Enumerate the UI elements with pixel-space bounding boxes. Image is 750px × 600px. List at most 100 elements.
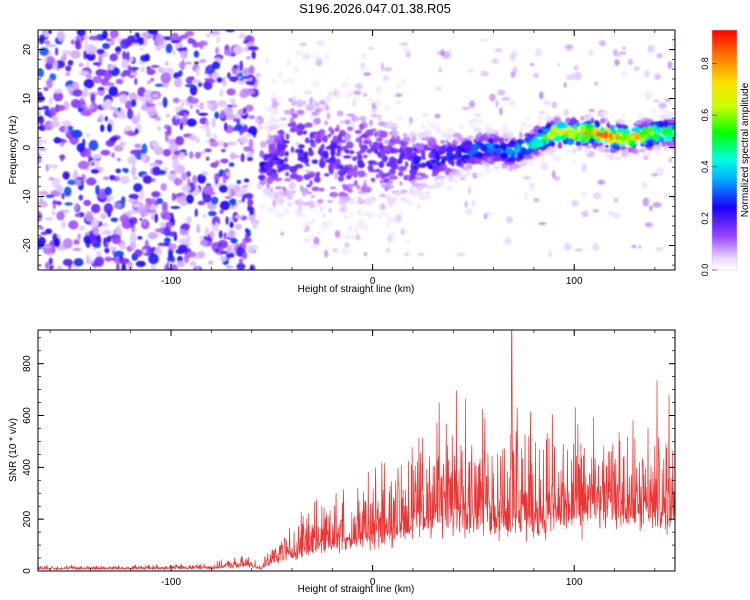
spectrogram-cell: [448, 171, 454, 179]
spectrogram-cell: [105, 85, 109, 92]
spectrogram-cell: [334, 230, 341, 238]
spectrogram-cell: [617, 128, 625, 134]
spectrogram-cell: [237, 199, 243, 203]
spectrogram-cell: [571, 199, 579, 207]
spectrogram-cell: [176, 260, 185, 268]
spectrogram-cell: [318, 148, 323, 155]
spectrogram-cell: [664, 146, 670, 152]
spectrogram-cell: [162, 148, 172, 157]
spectrogram-cell: [382, 145, 392, 154]
spectrogram-cell: [287, 122, 295, 128]
spectrogram-cell: [531, 143, 539, 149]
spectrogram-cell: [581, 163, 588, 173]
spectrogram-cell: [109, 30, 119, 39]
spectrogram-cell: [478, 142, 484, 148]
spectrogram-cell: [104, 82, 115, 87]
spectrogram-cell: [173, 72, 180, 79]
spectrogram-cell: [499, 107, 503, 116]
spectrogram-cell: [347, 234, 352, 238]
spectrogram-cell: [186, 216, 192, 225]
spectrogram-cell: [544, 115, 549, 123]
spectrogram-cell: [303, 237, 312, 244]
spectrogram-cell: [197, 112, 209, 116]
spectrogram-cell: [435, 175, 445, 180]
spectrogram-cell: [327, 221, 332, 225]
spectrogram-cell: [133, 183, 143, 193]
spectrogram-cell: [520, 140, 526, 144]
spectrogram-cell: [325, 104, 330, 112]
spectrogram-cell: [483, 213, 488, 220]
spectrogram-cell: [511, 163, 520, 170]
spectrogram-cell: [495, 99, 499, 108]
spectrogram-cell: [386, 235, 396, 243]
spectrogram-cell: [247, 198, 254, 207]
spectrogram-cell: [426, 184, 435, 190]
spectrogram-cell: [204, 226, 209, 237]
spectrogram-cell: [654, 149, 663, 156]
spectrogram-cell: [224, 195, 232, 200]
spectrogram-cell: [358, 123, 365, 131]
spectrogram-cell: [583, 114, 591, 121]
spectrogram-cell: [439, 156, 446, 160]
spectrogram-cell: [254, 119, 260, 124]
spectrogram-cell: [294, 209, 304, 217]
spectrogram-cell: [668, 156, 673, 163]
spectrogram-cell: [316, 134, 322, 139]
spectrogram-cell: [205, 120, 210, 127]
spectrogram-cell: [622, 149, 627, 155]
spectrogram-cell: [324, 159, 332, 163]
spectrogram-cell: [83, 78, 95, 89]
spectrogram-cell: [127, 199, 138, 203]
spectrogram-cell: [297, 152, 306, 159]
spectrogram-cell: [583, 147, 590, 154]
spectrogram-cell: [62, 238, 73, 249]
spectrogram-cell: [581, 191, 586, 198]
spectrogram-cell: [493, 136, 498, 144]
spectrogram-cell: [140, 54, 149, 62]
spectrogram-cell: [192, 174, 198, 184]
spectrogram-cell: [508, 150, 513, 158]
spectrogram-cell: [167, 138, 178, 145]
spectrogram-cell: [234, 215, 244, 219]
spectrogram-cell: [510, 70, 516, 79]
spectrogram-cell: [344, 242, 350, 248]
spectrogram-cell: [394, 214, 403, 223]
spectrogram-cell: [434, 85, 442, 92]
spectrogram-cell: [285, 133, 290, 140]
spectrogram-cell: [241, 75, 252, 79]
spectrogram-cell: [420, 122, 426, 130]
spectrogram-cell: [569, 117, 577, 126]
spectrogram-cell: [90, 203, 101, 214]
spectrogram-cell: [631, 244, 637, 249]
spectrogram-cell: [299, 185, 304, 192]
spectrogram-cell: [479, 38, 489, 42]
spectrogram-cell: [247, 205, 251, 212]
spectrogram-cell: [657, 120, 665, 128]
spectrogram-cell: [271, 173, 279, 179]
spectrogram-cell: [115, 51, 121, 55]
spectrogram-cell: [100, 212, 107, 220]
spectrogram-cell: [142, 218, 147, 226]
spectrogram-cell: [486, 157, 492, 163]
spectrogram-cell: [641, 181, 648, 190]
spectrogram-cell: [226, 245, 231, 254]
spectrogram-cell: [566, 138, 575, 146]
spectrogram-cell: [396, 159, 403, 165]
spectrogram-cell: [100, 124, 105, 133]
spectrogram-cell: [84, 39, 89, 51]
spectrogram-cell: [459, 123, 465, 130]
spectrogram-cell: [151, 191, 160, 198]
spectrogram-cell: [599, 134, 606, 139]
spectrogram-cell: [86, 177, 97, 186]
spectrogram-cell: [362, 139, 371, 145]
spectrogram-cell: [147, 30, 158, 35]
spectrogram-cell: [205, 156, 210, 161]
spectrogram-cell: [127, 64, 132, 75]
spectrogram-cell: [248, 65, 255, 75]
spectrogram-cell: [311, 159, 319, 165]
spectrogram-cell: [65, 65, 72, 72]
spectrogram-cell: [408, 117, 413, 125]
spectrogram-cell: [214, 160, 220, 166]
spectrogram-cell: [343, 155, 352, 159]
spectrogram-cell: [72, 247, 82, 252]
